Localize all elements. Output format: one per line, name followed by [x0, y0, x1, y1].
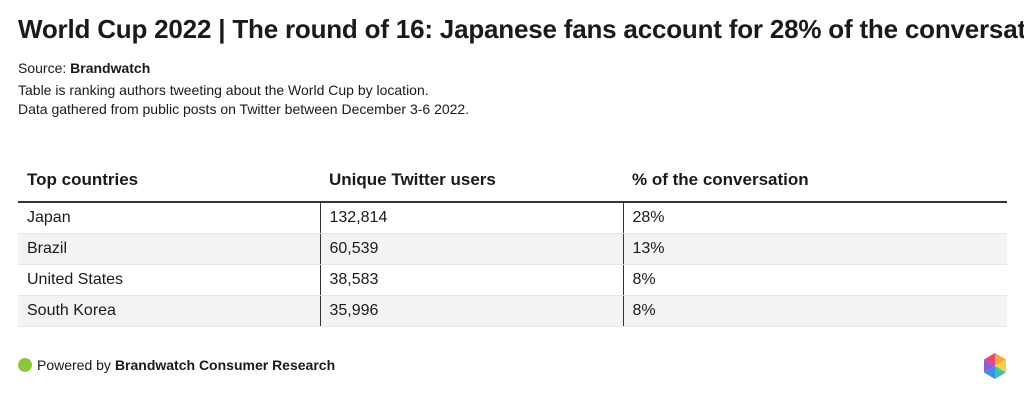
cell-country: South Korea [18, 295, 320, 327]
source-name: Brandwatch [70, 60, 151, 76]
cell-users: 35,996 [319, 295, 623, 327]
table-row: Brazil 60,539 13% [18, 233, 1007, 265]
brandwatch-logo-icon [984, 353, 1006, 379]
footer-prefix: Powered by [37, 357, 111, 373]
table-row: Japan 132,814 28% [18, 202, 1007, 234]
description-line-1: Table is ranking authors tweeting about … [18, 82, 429, 98]
cell-share: 28% [622, 202, 1007, 234]
col-header-country: Top countries [18, 158, 320, 203]
cell-users: 132,814 [319, 202, 623, 234]
table-row: United States 38,583 8% [18, 264, 1007, 296]
cell-country: Brazil [18, 233, 320, 265]
col-header-users: Unique Twitter users [320, 158, 623, 203]
cell-share: 8% [622, 295, 1007, 327]
data-table: Top countries Unique Twitter users% of th… [18, 158, 1007, 327]
footer: Powered by Brandwatch Consumer Research [18, 357, 335, 373]
cell-country: Japan [18, 202, 320, 234]
footer-brand: Brandwatch Consumer Research [114, 357, 336, 373]
table-row: South Korea 35,996 8% [18, 295, 1007, 327]
chart-title: World Cup 2022 | The round of 16: Japane… [18, 14, 1024, 44]
cell-users: 38,583 [319, 264, 623, 296]
source-label: Source: [18, 60, 67, 76]
col-header-share: % of the conversation [623, 158, 1007, 203]
description-line-2: Data gathered from public posts on Twitt… [18, 101, 470, 117]
table-header-row: Top countries Unique Twitter users% of th… [18, 158, 1007, 203]
cell-country: United States [18, 264, 320, 296]
cell-share: 13% [622, 233, 1007, 265]
cell-share: 8% [622, 264, 1007, 296]
cell-users: 60,539 [319, 233, 623, 265]
green-dot-icon [18, 358, 32, 372]
source-line: Source: Brandwatch [18, 60, 150, 76]
